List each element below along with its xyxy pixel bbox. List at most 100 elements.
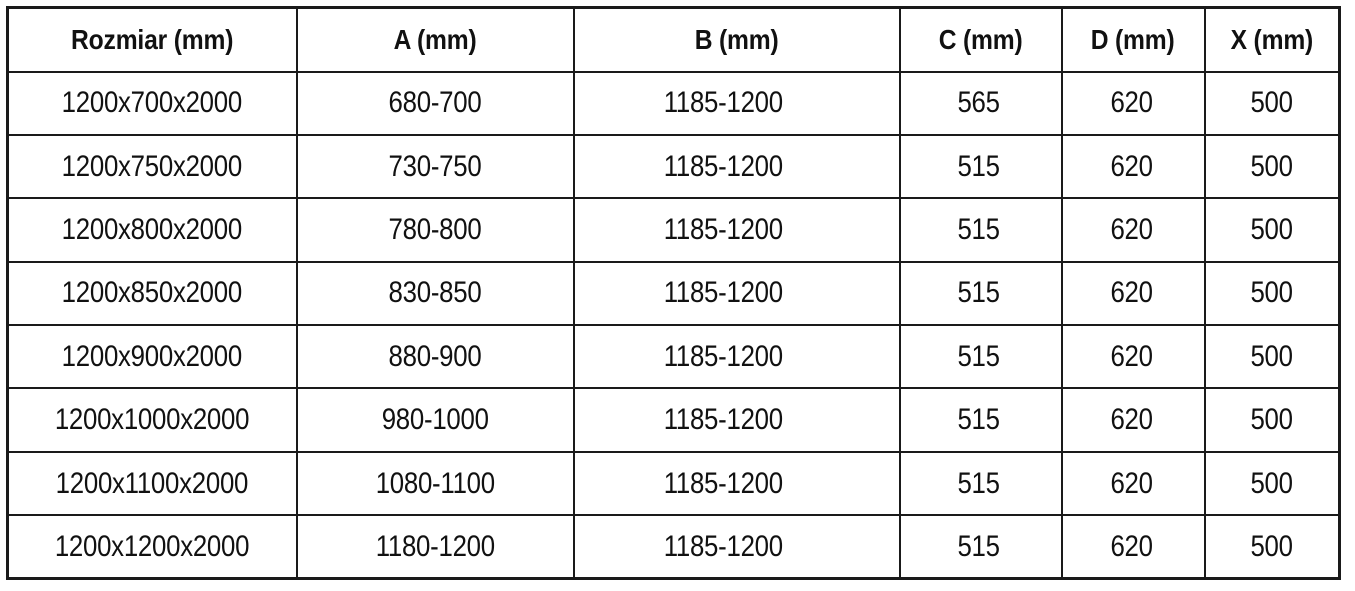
cell-b: 1185-1200 [572, 260, 901, 327]
column-header-d: D (mm) [1060, 6, 1206, 73]
cell-a-value: 880-900 [388, 339, 482, 373]
cell-x: 500 [1203, 387, 1341, 453]
cell-x: 500 [1203, 450, 1341, 517]
table-row: 1200x900x2000 880-900 1185-1200 515 620 500 [6, 324, 1341, 390]
cell-b: 1185-1200 [572, 514, 901, 580]
cell-size-value: 1200x900x2000 [62, 339, 243, 373]
spec-table-container: Rozmiar (mm) A (mm) B (mm) C (mm) D (mm)… [6, 6, 1341, 581]
cell-x-value: 500 [1250, 339, 1294, 373]
cell-d: 620 [1060, 197, 1206, 263]
cell-b: 1185-1200 [572, 70, 901, 136]
cell-a: 880-900 [295, 324, 575, 390]
cell-d: 620 [1060, 514, 1206, 580]
cell-b-value: 1185-1200 [663, 529, 784, 563]
cell-a-value: 1080-1100 [375, 466, 495, 500]
cell-d-value: 620 [1110, 339, 1154, 373]
column-header-x: X (mm) [1203, 6, 1341, 73]
cell-size: 1200x1200x2000 [6, 514, 298, 580]
table-row: 1200x700x2000 680-700 1185-1200 565 620 500 [6, 70, 1341, 136]
cell-x: 500 [1203, 260, 1341, 327]
cell-a-value: 780-800 [388, 212, 482, 246]
dimensions-table: Rozmiar (mm) A (mm) B (mm) C (mm) D (mm)… [6, 6, 1341, 581]
cell-b-value: 1185-1200 [663, 403, 784, 437]
cell-c-value: 565 [957, 86, 1000, 120]
cell-d-value: 620 [1110, 466, 1154, 500]
cell-a: 1180-1200 [295, 514, 575, 580]
table-header-row: Rozmiar (mm) A (mm) B (mm) C (mm) D (mm)… [6, 6, 1341, 73]
cell-d: 620 [1060, 450, 1206, 517]
cell-d-value: 620 [1110, 86, 1154, 120]
cell-b-value: 1185-1200 [663, 212, 784, 246]
column-header-d-label: D (mm) [1091, 23, 1175, 55]
cell-b-value: 1185-1200 [663, 86, 784, 120]
cell-a-value: 1180-1200 [375, 529, 495, 563]
cell-x: 500 [1203, 70, 1341, 136]
column-header-a: A (mm) [295, 6, 575, 73]
cell-x: 500 [1203, 324, 1341, 390]
cell-x-value: 500 [1250, 276, 1294, 310]
cell-x: 500 [1203, 133, 1341, 200]
cell-a: 730-750 [295, 133, 575, 200]
cell-c: 565 [898, 70, 1063, 136]
cell-x-value: 500 [1250, 529, 1294, 563]
cell-d-value: 620 [1110, 276, 1154, 310]
cell-a-value: 980-1000 [381, 403, 489, 437]
cell-size-value: 1200x800x2000 [62, 212, 243, 246]
cell-size-value: 1200x1000x2000 [55, 403, 250, 437]
cell-c-value: 515 [957, 276, 1000, 310]
cell-c: 515 [898, 514, 1063, 580]
cell-b: 1185-1200 [572, 324, 901, 390]
cell-c-value: 515 [957, 529, 1000, 563]
table-header: Rozmiar (mm) A (mm) B (mm) C (mm) D (mm)… [6, 6, 1341, 73]
cell-size: 1200x750x2000 [6, 133, 298, 200]
cell-size: 1200x900x2000 [6, 324, 298, 390]
cell-size: 1200x1000x2000 [6, 387, 298, 453]
cell-x-value: 500 [1250, 212, 1294, 246]
cell-b-value: 1185-1200 [663, 276, 784, 310]
cell-size-value: 1200x700x2000 [62, 86, 243, 120]
cell-size: 1200x1100x2000 [6, 450, 298, 517]
cell-c: 515 [898, 133, 1063, 200]
table-row: 1200x1100x2000 1080-1100 1185-1200 515 620 50… [6, 450, 1341, 517]
cell-d: 620 [1060, 260, 1206, 327]
cell-a: 980-1000 [295, 387, 575, 453]
column-header-x-label: X (mm) [1230, 23, 1314, 55]
cell-size: 1200x850x2000 [6, 260, 298, 327]
cell-b-value: 1185-1200 [663, 339, 784, 373]
cell-a-value: 680-700 [388, 86, 482, 120]
cell-size-value: 1200x1200x2000 [55, 529, 250, 563]
cell-size-value: 1200x750x2000 [62, 149, 243, 183]
cell-x-value: 500 [1250, 403, 1294, 437]
column-header-b: B (mm) [572, 6, 901, 73]
cell-a: 1080-1100 [295, 450, 575, 517]
cell-a: 830-850 [295, 260, 575, 327]
table-row: 1200x1000x2000 980-1000 1185-1200 515 620 500 [6, 387, 1341, 453]
cell-x-value: 500 [1250, 149, 1294, 183]
column-header-size-label: Rozmiar (mm) [71, 23, 234, 55]
cell-d: 620 [1060, 324, 1206, 390]
cell-b-value: 1185-1200 [663, 466, 784, 500]
cell-b: 1185-1200 [572, 450, 901, 517]
table-row: 1200x850x2000 830-850 1185-1200 515 620 500 [6, 260, 1341, 327]
cell-x-value: 500 [1250, 86, 1294, 120]
cell-c-value: 515 [957, 149, 1000, 183]
cell-c: 515 [898, 260, 1063, 327]
column-header-size: Rozmiar (mm) [6, 6, 298, 73]
table-row: 1200x750x2000 730-750 1185-1200 515 620 500 [6, 133, 1341, 200]
cell-c: 515 [898, 324, 1063, 390]
cell-b-value: 1185-1200 [663, 149, 784, 183]
cell-d: 620 [1060, 70, 1206, 136]
cell-a: 680-700 [295, 70, 575, 136]
cell-c-value: 515 [957, 212, 1000, 246]
cell-c-value: 515 [957, 466, 1000, 500]
column-header-c-label: C (mm) [938, 23, 1023, 55]
cell-a-value: 830-850 [388, 276, 482, 310]
cell-c-value: 515 [957, 339, 1000, 373]
cell-d-value: 620 [1110, 403, 1154, 437]
cell-size-value: 1200x850x2000 [62, 276, 243, 310]
cell-c: 515 [898, 387, 1063, 453]
cell-c: 515 [898, 450, 1063, 517]
cell-d-value: 620 [1110, 529, 1154, 563]
column-header-c: C (mm) [898, 6, 1063, 73]
column-header-a-label: A (mm) [393, 23, 477, 55]
